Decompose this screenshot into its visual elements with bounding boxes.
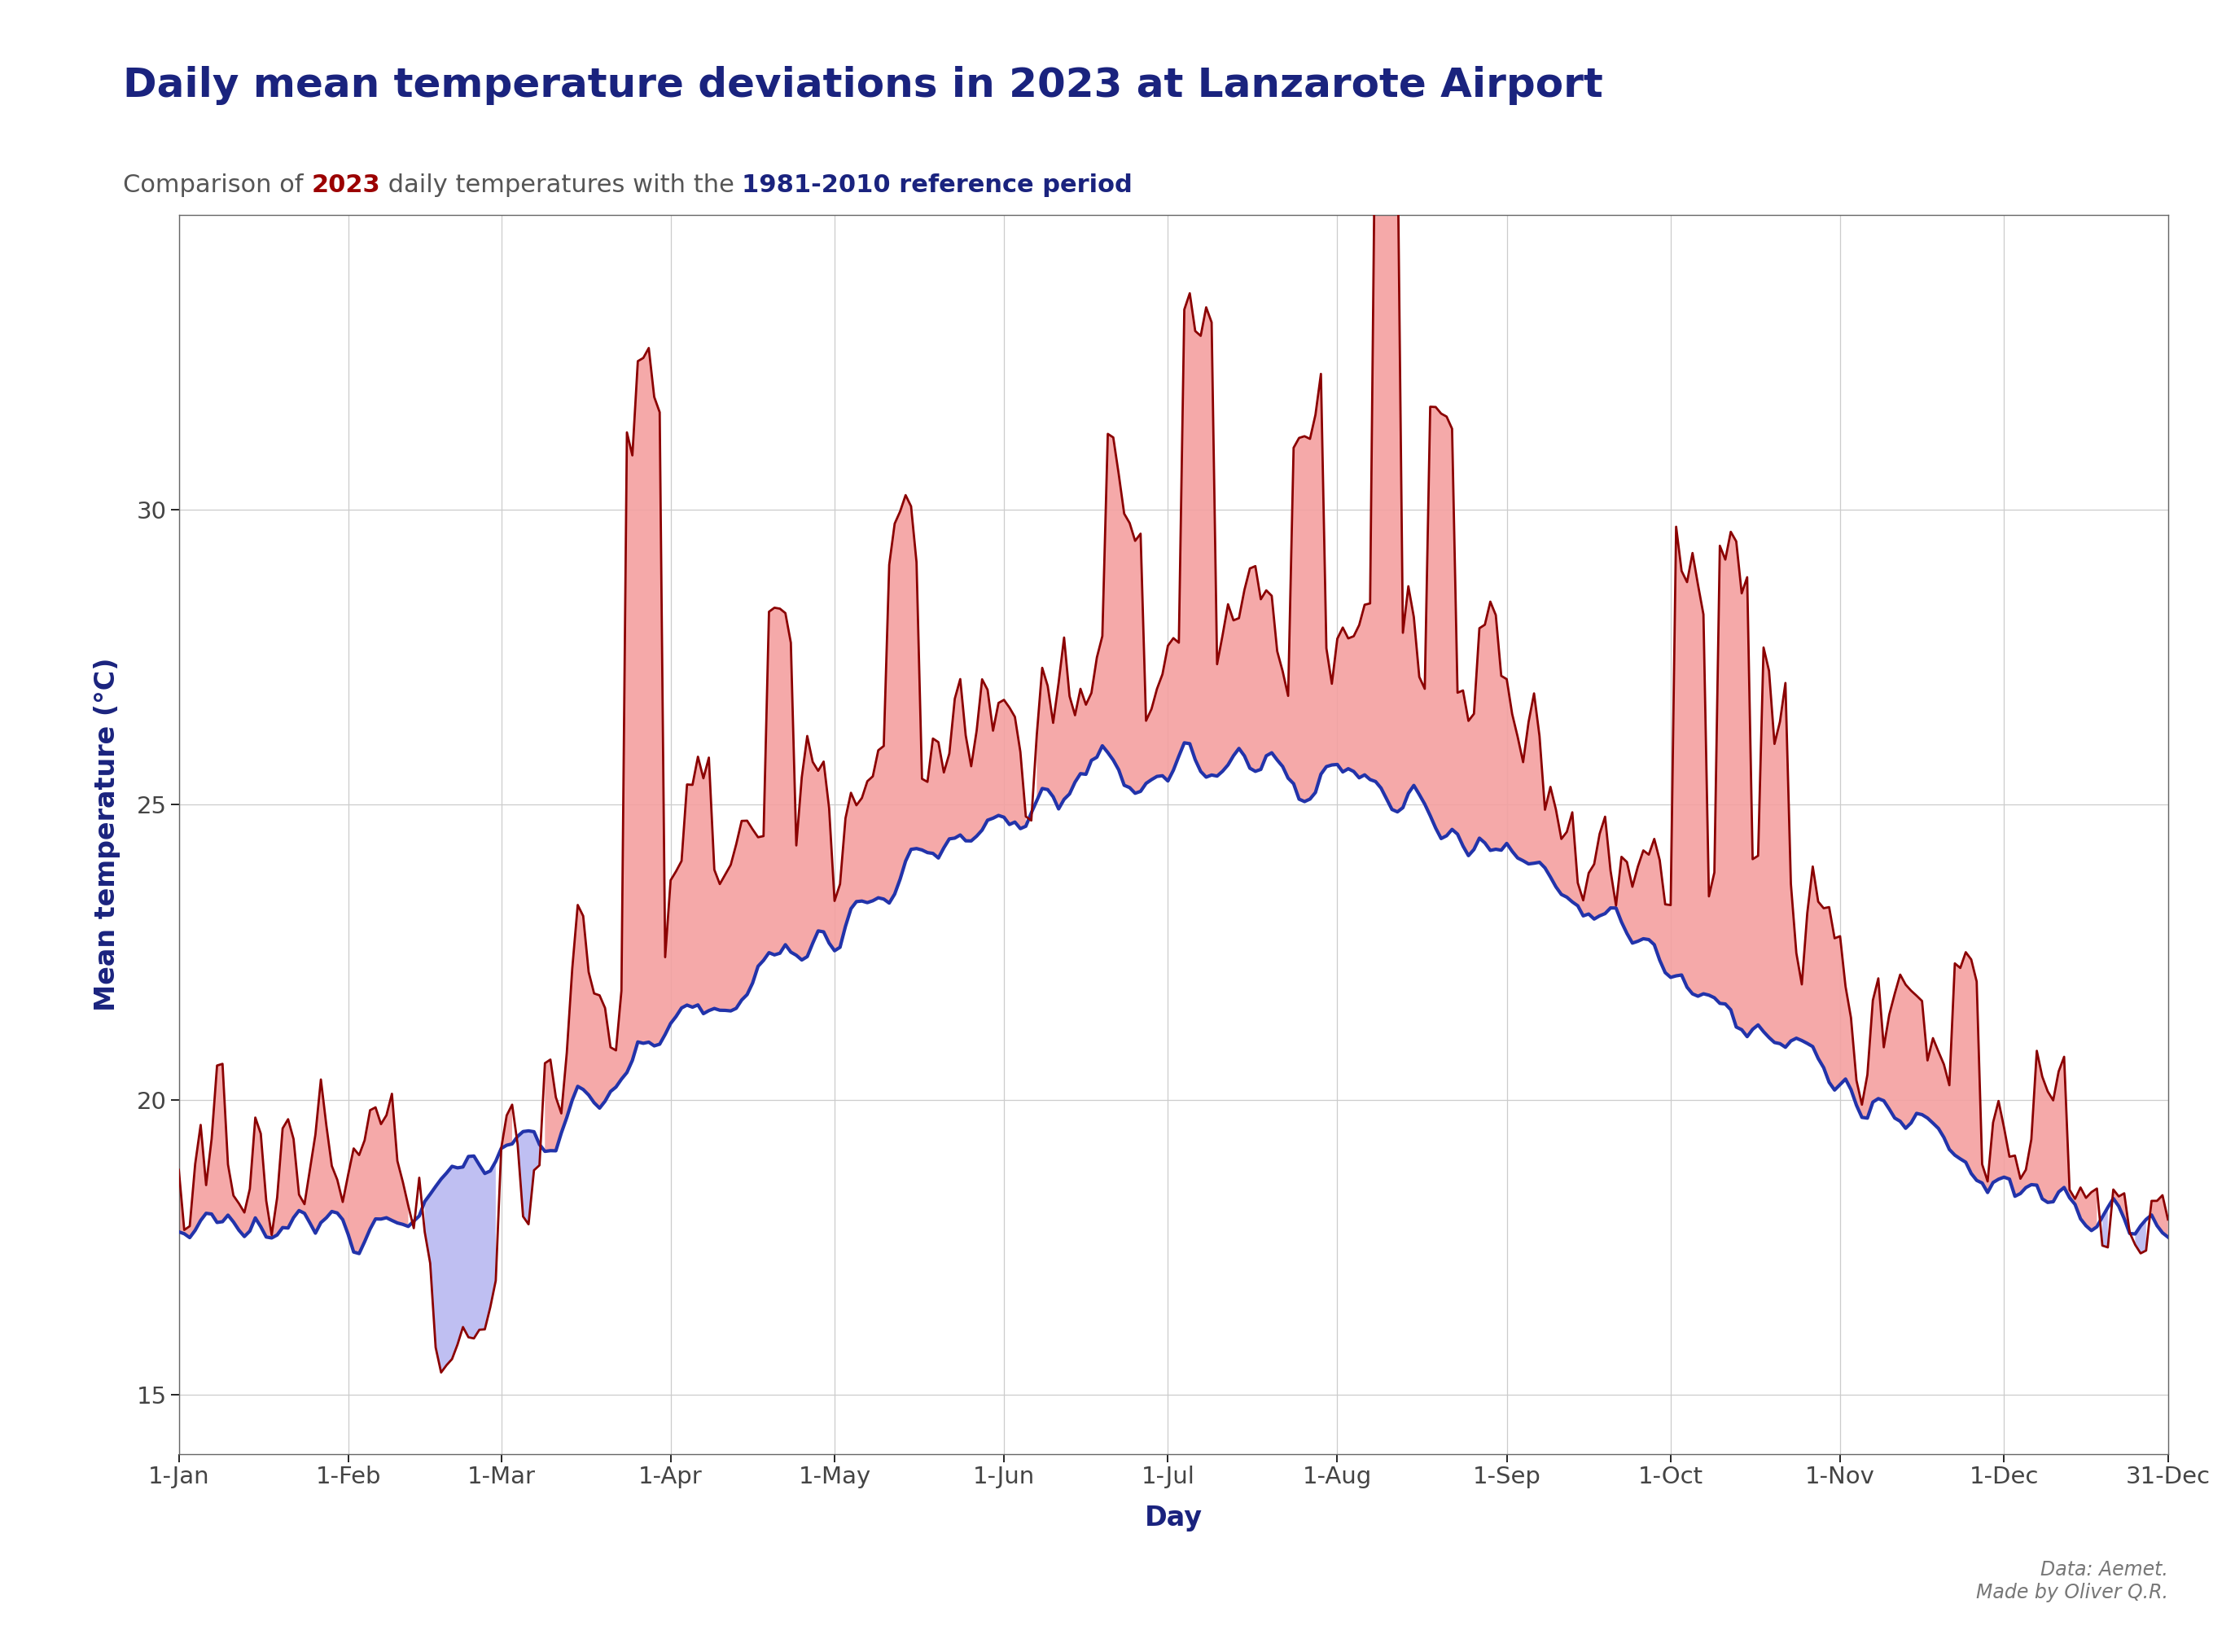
Text: 2023: 2023 — [311, 173, 380, 197]
Text: Daily mean temperature deviations in 2023 at Lanzarote Airport: Daily mean temperature deviations in 202… — [123, 66, 1602, 106]
X-axis label: Day: Day — [1144, 1505, 1202, 1531]
Text: Comparison of: Comparison of — [123, 173, 311, 197]
Text: 1981-2010 reference period: 1981-2010 reference period — [742, 173, 1133, 197]
Text: daily temperatures with the: daily temperatures with the — [380, 173, 742, 197]
Y-axis label: Mean temperature (°C): Mean temperature (°C) — [94, 657, 121, 1011]
Text: Data: Aemet.
Made by Oliver Q.R.: Data: Aemet. Made by Oliver Q.R. — [1976, 1559, 2168, 1602]
